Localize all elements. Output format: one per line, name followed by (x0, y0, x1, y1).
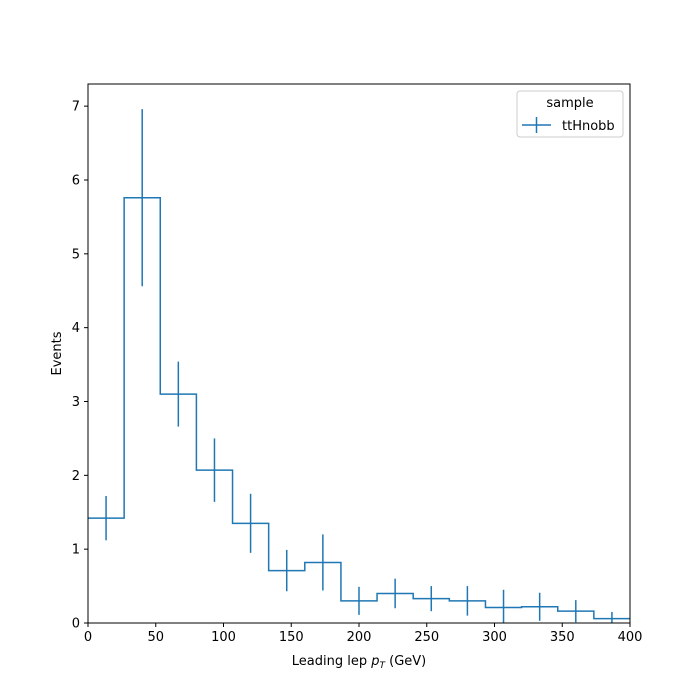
x-axis-label: Leading lep pT (GeV) (292, 654, 426, 671)
y-tick-label: 3 (72, 395, 80, 410)
x-tick-label: 200 (347, 630, 372, 645)
legend-entry-ttHnobb: ttHnobb (562, 119, 615, 134)
legend: sample ttHnobb (516, 90, 624, 138)
y-tick-label: 5 (72, 247, 80, 262)
x-axis-label-symbol: p (370, 654, 379, 669)
y-tick-label: 4 (72, 321, 80, 336)
legend-title: sample (546, 96, 593, 111)
axis-ticks: 0 50 100 150 200 250 300 350 400 0 1 2 3 4 5 6 7 (72, 100, 643, 645)
x-tick-label: 100 (211, 630, 236, 645)
x-axis-label-suffix: (GeV) (385, 654, 426, 669)
x-tick-label: 250 (414, 630, 439, 645)
x-tick-label: 300 (482, 630, 507, 645)
y-tick-label: 2 (72, 469, 80, 484)
y-tick-label: 1 (72, 543, 80, 558)
x-axis-label-prefix: Leading lep (292, 654, 371, 669)
y-tick-label: 7 (72, 100, 80, 115)
x-axis-label-subscript: T (379, 661, 386, 671)
histogram-step-line (88, 196, 630, 620)
x-tick-label: 400 (618, 630, 643, 645)
y-axis-label: Events (50, 331, 65, 375)
x-tick-label: 150 (279, 630, 304, 645)
x-tick-label: 50 (147, 630, 164, 645)
plot-layer (88, 109, 630, 623)
x-tick-label: 350 (550, 630, 575, 645)
y-tick-label: 6 (72, 173, 80, 188)
plot-frame (87, 83, 631, 624)
x-tick-label: 0 (84, 630, 92, 645)
y-tick-label: 0 (72, 617, 80, 632)
